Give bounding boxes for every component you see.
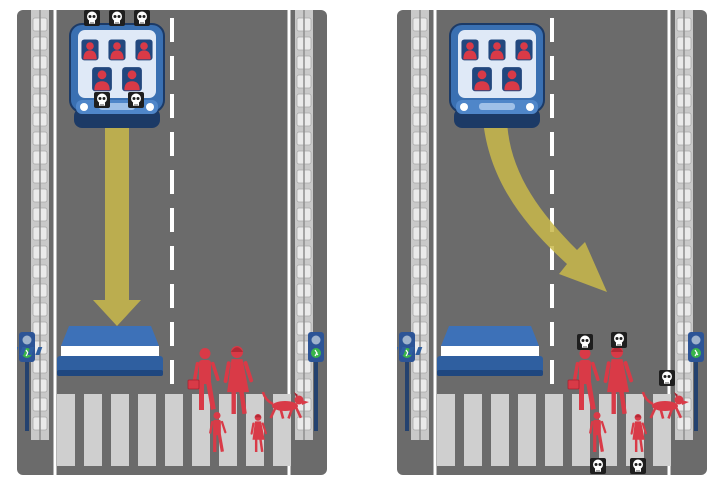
pedestrian-dog <box>641 391 689 419</box>
pedestrian-boy <box>589 412 607 452</box>
scenario-right-illustration <box>397 10 707 475</box>
crosswalk-stripe <box>111 394 129 466</box>
car-occupant <box>122 67 142 92</box>
trajectory-arrow <box>483 120 607 292</box>
skull-icon <box>94 92 110 108</box>
lane-dash <box>550 170 554 194</box>
car-occupant <box>108 39 126 61</box>
car-occupant <box>472 67 492 92</box>
crosswalk-stripe <box>138 394 156 466</box>
lane-dash <box>550 246 554 270</box>
skull-icon <box>590 458 606 474</box>
lane-dash <box>170 208 174 232</box>
car-occupant <box>135 39 153 61</box>
pedestrian-boy <box>209 412 227 452</box>
pedestrian-girl <box>630 414 648 453</box>
skull-icon <box>84 10 100 26</box>
lane-dash <box>170 18 174 42</box>
car-occupant <box>502 67 522 92</box>
crosswalk-stripe <box>491 394 509 466</box>
lane-dash <box>170 132 174 156</box>
crosswalk-stripe <box>572 394 590 466</box>
crosswalk-stripe <box>518 394 536 466</box>
car-occupant <box>461 39 479 61</box>
pedestrian-man <box>567 348 600 410</box>
pedestrian-dog <box>261 391 309 419</box>
lane-dash <box>550 284 554 308</box>
crosswalk-stripe <box>653 394 671 466</box>
guardrail <box>295 10 313 440</box>
skull-icon <box>109 10 125 26</box>
lane-dash <box>170 246 174 270</box>
lane-dash <box>550 56 554 80</box>
concrete-barrier <box>397 326 543 376</box>
pedestrian-woman <box>603 346 634 415</box>
lane-dash <box>550 132 554 156</box>
lane-dash <box>170 360 174 384</box>
crosswalk-stripe <box>545 394 563 466</box>
lane-dash <box>550 322 554 346</box>
skull-icon <box>128 92 144 108</box>
pedestrian-walk-icon <box>688 332 704 431</box>
skull-icon <box>134 10 150 26</box>
scenario-right-option[interactable] <box>397 10 707 475</box>
trajectory-arrow <box>93 120 141 326</box>
car-occupant <box>81 39 99 61</box>
lane-dash <box>550 360 554 384</box>
skull-icon <box>611 332 627 348</box>
concrete-barrier <box>17 326 163 376</box>
guardrail <box>411 10 429 440</box>
car-occupant <box>488 39 506 61</box>
crosswalk-stripe <box>437 394 455 466</box>
crosswalk-stripe <box>192 394 210 466</box>
pedestrian-girl <box>250 414 268 453</box>
skull-icon <box>630 458 646 474</box>
lane-dash <box>170 170 174 194</box>
lane-dash <box>170 284 174 308</box>
car-occupant <box>515 39 533 61</box>
lane-dash <box>550 94 554 118</box>
lane-dash <box>550 18 554 42</box>
lane-dash <box>170 322 174 346</box>
crosswalk-stripe <box>84 394 102 466</box>
crosswalk-stripe <box>273 394 291 466</box>
pedestrian-woman <box>223 346 254 415</box>
crosswalk-stripe <box>57 394 75 466</box>
guardrail <box>675 10 693 440</box>
pedestrian-man <box>187 348 220 410</box>
guardrail <box>31 10 49 440</box>
scenario-left-option[interactable] <box>17 10 327 475</box>
lane-dash <box>170 56 174 80</box>
scenario-left-illustration <box>17 10 327 475</box>
crosswalk-stripe <box>464 394 482 466</box>
car-occupant <box>92 67 112 92</box>
lane-dash <box>550 208 554 232</box>
skull-icon <box>659 370 675 386</box>
skull-icon <box>577 334 593 350</box>
lane-dash <box>170 94 174 118</box>
crosswalk-stripe <box>165 394 183 466</box>
pedestrian-walk-icon <box>308 332 324 431</box>
